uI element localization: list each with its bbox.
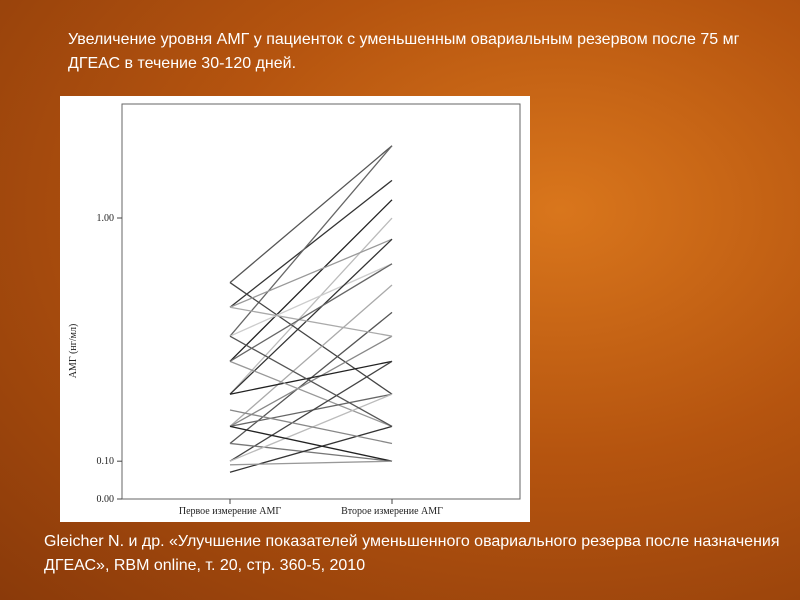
patient-line <box>229 460 393 466</box>
patient-line <box>229 425 393 462</box>
y-tick-label: 0.00 <box>97 494 115 505</box>
plot-frame <box>121 103 521 500</box>
patient-line <box>229 442 393 462</box>
y-tick-label: 0.10 <box>97 456 115 467</box>
patient-line <box>229 360 393 395</box>
citation: Gleicher N. и др. «Улучшение показателей… <box>44 533 780 574</box>
patient-line <box>229 145 393 284</box>
patient-line <box>229 409 393 445</box>
patient-line <box>229 199 393 362</box>
chart-background <box>60 96 530 522</box>
patient-line <box>229 360 393 462</box>
x-tick-label: Первое измерение АМГ <box>179 506 281 517</box>
y-axis-label: АМГ (нг/мл) <box>68 324 79 379</box>
patient-line <box>229 335 393 427</box>
y-tick-label: 1.00 <box>97 213 115 224</box>
patient-line <box>229 217 393 395</box>
patient-line <box>229 263 393 362</box>
patient-line <box>229 282 393 395</box>
patient-line <box>229 393 393 462</box>
patient-line <box>229 284 393 427</box>
patient-line <box>229 145 393 337</box>
chart: АМГ (нг/мл) 0.00 0.10 1.00 Первое измерение… <box>60 96 530 522</box>
patient-line <box>229 238 393 395</box>
slide-title: Увеличение уровня АМГ у пациенток с умен… <box>68 31 740 72</box>
patient-line <box>229 360 393 428</box>
patient-line <box>229 263 393 337</box>
patient-line <box>229 179 393 308</box>
patient-line <box>229 238 393 308</box>
patient-line <box>229 393 393 428</box>
x-tick-label: Второе измерение АМГ <box>341 506 443 517</box>
patient-line <box>229 306 393 337</box>
